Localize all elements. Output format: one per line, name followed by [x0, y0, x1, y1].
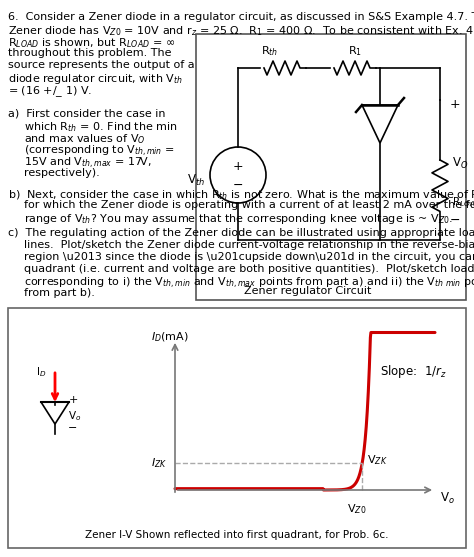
Text: R$_1$: R$_1$ [348, 44, 362, 58]
Text: respectively).: respectively). [24, 168, 100, 178]
Bar [196, 34, 466, 300]
Text: −: − [233, 178, 243, 192]
Text: −: − [68, 423, 78, 433]
Text: V$_{ZK}$: V$_{ZK}$ [367, 453, 388, 467]
Text: c)  The regulating action of the Zener diode can be illustrated using appropriat: c) The regulating action of the Zener di… [8, 228, 474, 238]
Text: Slope:  $1/r_z$: Slope: $1/r_z$ [380, 363, 447, 380]
Text: quadrant (i.e. current and voltage are both positive quantities).  Plot/sketch l: quadrant (i.e. current and voltage are b… [24, 264, 474, 274]
Text: −: − [450, 213, 460, 227]
Text: diode regulator circuit, with V$_{th}$: diode regulator circuit, with V$_{th}$ [8, 72, 183, 86]
Text: I$_D$: I$_D$ [36, 365, 46, 379]
Text: a)  First consider the case in: a) First consider the case in [8, 108, 165, 118]
Text: = (16 +/$\_$ 1) V.: = (16 +/$\_$ 1) V. [8, 84, 92, 99]
Text: R$_{LOAD}$ is shown, but R$_{LOAD}$ = $\infty$: R$_{LOAD}$ is shown, but R$_{LOAD}$ = $\… [8, 36, 175, 50]
Text: R$_{th}$: R$_{th}$ [261, 44, 279, 58]
Text: V$_{th}$: V$_{th}$ [187, 173, 205, 188]
Text: Zener I-V Shown reflected into first quadrant, for Prob. 6c.: Zener I-V Shown reflected into first qua… [85, 530, 389, 540]
Text: region \u2013 since the diode is \u201cupside down\u201d in the circuit, you can: region \u2013 since the diode is \u201cu… [24, 252, 474, 262]
Text: source represents the output of a: source represents the output of a [8, 60, 195, 70]
Text: V$_o$: V$_o$ [440, 491, 455, 506]
Text: +: + [68, 395, 78, 405]
Text: Zener diode has V$_{Z0}$ = 10V and r$_z$ = 25 $\Omega$.  R$_1$ = 400 $\Omega$.  : Zener diode has V$_{Z0}$ = 10V and r$_z$… [8, 24, 474, 38]
Text: 6.  Consider a Zener diode in a regulator circuit, as discussed in S&S Example 4: 6. Consider a Zener diode in a regulator… [8, 12, 474, 22]
Text: +: + [233, 160, 243, 173]
Text: range of V$_{th}$? You may assume that the corresponding knee voltage is ~ V$_{Z: range of V$_{th}$? You may assume that t… [24, 212, 453, 226]
Text: V$_O$: V$_O$ [452, 155, 468, 170]
Text: V$_o$: V$_o$ [68, 409, 82, 423]
Text: lines.  Plot/sketch the Zener diode current-voltage relationship in the reverse-: lines. Plot/sketch the Zener diode curre… [24, 240, 474, 250]
Text: for which the Zener diode is operating with a current of at least 2 mA over the : for which the Zener diode is operating w… [24, 200, 474, 210]
Text: which R$_{th}$ = 0. Find the min: which R$_{th}$ = 0. Find the min [24, 120, 178, 134]
Text: (corresponding to V$_{th,min}$ =: (corresponding to V$_{th,min}$ = [24, 144, 175, 159]
Text: from part b).: from part b). [24, 288, 95, 298]
Text: V$_{Z0}$: V$_{Z0}$ [347, 502, 367, 516]
Text: corresponding to i) the V$_{th,min}$ and V$_{th,max}$ points from part a) and ii: corresponding to i) the V$_{th,min}$ and… [24, 276, 474, 291]
Text: $I_D$(mA): $I_D$(mA) [151, 330, 189, 344]
Bar [8, 308, 466, 548]
Text: b)  Next, consider the case in which R$_{th}$ is not zero. What is the maximum v: b) Next, consider the case in which R$_{… [8, 188, 474, 202]
Text: throughout this problem. The: throughout this problem. The [8, 48, 172, 58]
Text: and max values of V$_O$: and max values of V$_O$ [24, 132, 146, 146]
Text: 15V and V$_{th,max}$ = 17V,: 15V and V$_{th,max}$ = 17V, [24, 156, 151, 171]
Text: $I_{ZK}$: $I_{ZK}$ [151, 456, 167, 470]
Text: Zener regulator Circuit: Zener regulator Circuit [244, 286, 372, 296]
Text: +: + [450, 99, 460, 111]
Text: R$_{LOAD}$: R$_{LOAD}$ [452, 195, 474, 209]
